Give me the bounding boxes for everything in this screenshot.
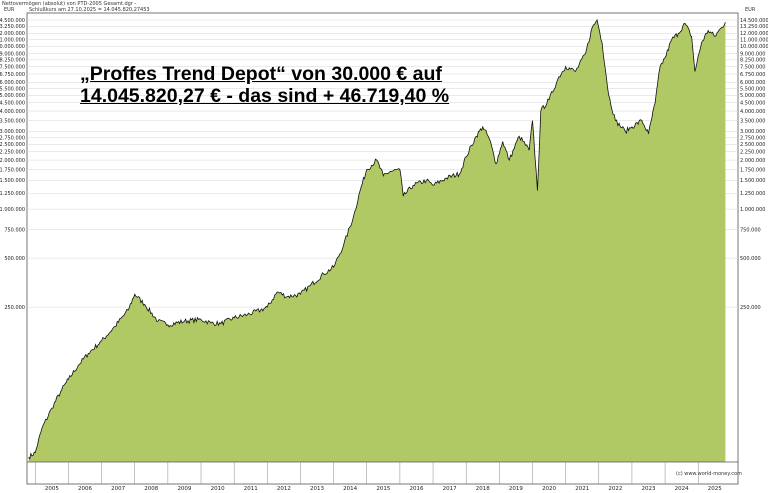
y-tick-label: 9.000.000 <box>0 51 25 57</box>
y-tick-label: 500.000 <box>740 256 761 262</box>
y-tick-label: 14.500.000 <box>740 18 768 24</box>
y-tick-label: 12.000.000 <box>0 31 25 37</box>
y-tick-label: 2.250.000 <box>740 150 765 156</box>
y-tick-label: 12.000.000 <box>740 31 768 37</box>
y-tick-label: 1.750.000 <box>740 167 765 173</box>
y-tick-label: 250.000 <box>4 305 25 311</box>
x-axis: 2005 2006 2007 2008 2009 2010 2011 2012 2013 2014… <box>27 461 738 492</box>
x-tick-label: 2012 <box>277 486 291 492</box>
headline-line-1: „Proffes Trend Depot“ von 30.000 € auf <box>80 63 442 85</box>
y-tick-label: 4.000.000 <box>0 109 25 115</box>
y-tick-label: 1.000.000 <box>740 207 765 213</box>
y-tick-label: 2.500.000 <box>740 142 765 148</box>
y-tick-label: 500.000 <box>4 256 25 262</box>
y-tick-label: 4.500.000 <box>0 101 25 107</box>
y-tick-label: 2.250.000 <box>0 150 25 156</box>
y-tick-label: 1.000.000 <box>0 207 25 213</box>
y-tick-label: 2.000.000 <box>0 158 25 164</box>
x-tick-label: 2016 <box>409 486 423 492</box>
y-tick-label: 5.500.000 <box>0 86 25 92</box>
x-tick-label: 2023 <box>642 486 656 492</box>
y-tick-label: 5.500.000 <box>740 86 765 92</box>
y-tick-label: 8.250.000 <box>740 58 765 64</box>
currency-label-left: EUR <box>4 7 15 13</box>
x-tick-label: 2005 <box>45 486 59 492</box>
y-tick-label: 3.500.000 <box>740 118 765 124</box>
y-tick-label: 250.000 <box>740 305 761 311</box>
y-tick-label: 750.000 <box>740 227 761 233</box>
equity-line <box>28 18 726 460</box>
x-tick-label: 2025 <box>708 486 722 492</box>
y-tick-label: 5.000.000 <box>740 93 765 99</box>
y-tick-label: 8.250.000 <box>0 58 25 64</box>
y-tick-label: 11.000.000 <box>740 37 768 43</box>
x-tick-label: 2017 <box>443 486 457 492</box>
x-tick-label: 2007 <box>111 486 125 492</box>
y-tick-label: 10.000.000 <box>0 44 25 50</box>
x-tick-label: 2006 <box>78 486 92 492</box>
y-tick-label: 13.250.000 <box>0 24 25 30</box>
y-axis-right: 14.500.00013.250.00012.000.00011.000.000… <box>740 18 768 311</box>
copyright-credit: (c) www.world-money.com <box>676 471 742 477</box>
y-tick-label: 2.500.000 <box>0 142 25 148</box>
y-tick-label: 7.500.000 <box>740 64 765 70</box>
y-tick-label: 14.500.000 <box>0 18 25 24</box>
currency-label-right: EUR <box>745 7 756 13</box>
y-tick-label: 10.000.000 <box>740 44 768 50</box>
y-tick-label: 1.250.000 <box>0 191 25 197</box>
y-tick-label: 6.750.000 <box>740 72 765 78</box>
y-tick-label: 5.000.000 <box>0 93 25 99</box>
x-tick-label: 2013 <box>310 486 324 492</box>
x-tick-label: 2009 <box>177 486 191 492</box>
y-tick-label: 11.000.000 <box>0 37 25 43</box>
y-tick-label: 6.000.000 <box>740 80 765 86</box>
x-tick-label: 2021 <box>575 486 589 492</box>
y-tick-label: 4.000.000 <box>740 109 765 115</box>
y-tick-label: 2.750.000 <box>740 135 765 141</box>
x-tick-label: 2022 <box>608 486 622 492</box>
x-tick-label: 2018 <box>476 486 490 492</box>
chart-header-description: Nettovermögen (absolut) von PTD-2005 Ges… <box>2 1 137 7</box>
y-tick-label: 1.250.000 <box>740 191 765 197</box>
y-tick-label: 2.750.000 <box>0 135 25 141</box>
y-tick-label: 3.000.000 <box>0 129 25 135</box>
closing-price-info: Schlußkurs am 27.10.2025 = 14.045.820,27… <box>29 7 150 13</box>
x-tick-label: 2014 <box>343 486 357 492</box>
x-tick-label: 2010 <box>211 486 225 492</box>
equity-area <box>28 19 726 463</box>
y-tick-label: 9.000.000 <box>740 51 765 57</box>
y-tick-label: 6.750.000 <box>0 72 25 78</box>
y-tick-label: 1.500.000 <box>0 178 25 184</box>
y-tick-label: 1.500.000 <box>740 178 765 184</box>
y-tick-label: 1.750.000 <box>0 167 25 173</box>
y-axis-left: 14.500.00013.250.00012.000.00011.000.000… <box>0 18 25 311</box>
x-tick-label: 2019 <box>509 486 523 492</box>
y-tick-label: 7.500.000 <box>0 64 25 70</box>
y-tick-label: 6.000.000 <box>0 80 25 86</box>
y-tick-label: 750.000 <box>4 227 25 233</box>
x-tick-label: 2024 <box>675 486 689 492</box>
x-tick-label: 2015 <box>376 486 390 492</box>
x-tick-label: 2011 <box>244 486 258 492</box>
y-tick-label: 2.000.000 <box>740 158 765 164</box>
y-tick-label: 3.500.000 <box>0 118 25 124</box>
x-tick-label: 2008 <box>144 486 158 492</box>
y-tick-label: 13.250.000 <box>740 24 768 30</box>
x-tick-label: 2020 <box>542 486 556 492</box>
y-tick-label: 4.500.000 <box>740 101 765 107</box>
y-tick-label: 3.000.000 <box>740 129 765 135</box>
headline-line-2: 14.045.820,27 € - das sind + 46.719,40 % <box>80 85 450 107</box>
